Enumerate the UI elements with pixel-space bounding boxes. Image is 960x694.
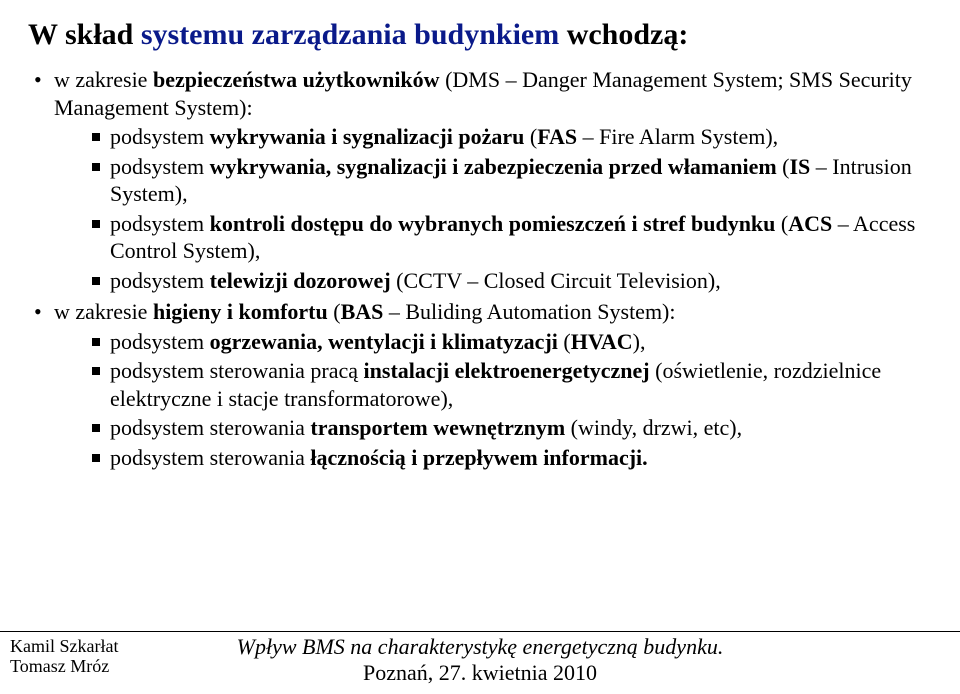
t: podsystem xyxy=(110,154,210,179)
t: instalacji elektroenergetycznej xyxy=(364,358,650,383)
section-safety-text-a: w zakresie xyxy=(54,67,153,92)
t: kontroli dostępu do wybranych pomieszcze… xyxy=(210,211,781,236)
t: telewizji dozorowej xyxy=(210,268,391,293)
title-suffix: wchodzą: xyxy=(559,18,688,51)
t: podsystem xyxy=(110,329,210,354)
t: (windy, drzwi, etc), xyxy=(565,415,742,440)
comfort-sublist: podsystem ogrzewania, wentylacji i klima… xyxy=(54,328,932,472)
item-hvac: podsystem ogrzewania, wentylacji i klima… xyxy=(54,328,932,356)
t: – Fire Alarm System), xyxy=(577,124,778,149)
footer-date: Poznań, 27. kwietnia 2010 xyxy=(0,660,960,686)
main-list: w zakresie bezpieczeństwa użytkowników (… xyxy=(28,66,932,471)
item-electro: podsystem sterowania pracą instalacji el… xyxy=(54,357,932,412)
t: ogrzewania, wentylacji i klimatyzacji xyxy=(210,329,558,354)
t: łącznością i przepływem informacji. xyxy=(310,445,647,470)
t: wykrywania, sygnalizacji i zabezpieczeni… xyxy=(210,154,783,179)
t: podsystem xyxy=(110,268,210,293)
t: podsystem sterowania xyxy=(110,415,310,440)
t: ( xyxy=(328,299,341,324)
slide-title: W skład systemu zarządzania budynkiem wc… xyxy=(28,18,932,52)
t: HVAC xyxy=(571,329,633,354)
t: ), xyxy=(633,329,646,354)
slide-page: W skład systemu zarządzania budynkiem wc… xyxy=(0,0,960,694)
title-highlight: systemu zarządzania budynkiem xyxy=(141,18,559,51)
t: ACS xyxy=(788,211,832,236)
t: FAS xyxy=(537,124,577,149)
t: higieny i komfortu xyxy=(153,299,328,324)
t: w zakresie xyxy=(54,299,153,324)
t: ( xyxy=(558,329,571,354)
t: podsystem sterowania pracą xyxy=(110,358,364,383)
t: wykrywania i sygnalizacji pożaru xyxy=(210,124,525,149)
author-line-1: Kamil Szkarłat xyxy=(10,636,118,657)
section-comfort: w zakresie higieny i komfortu (BAS – Bul… xyxy=(28,298,932,471)
item-fas: podsystem wykrywania i sygnalizacji poża… xyxy=(54,123,932,151)
footer-authors: Kamil Szkarłat Tomasz Mróz xyxy=(10,636,118,677)
section-safety-text-b: bezpieczeństwa użytkowników xyxy=(153,67,440,92)
safety-sublist: podsystem wykrywania i sygnalizacji poża… xyxy=(54,123,932,294)
footer-title: Wpływ BMS na charakterystykę energetyczn… xyxy=(0,634,960,660)
t: ( xyxy=(524,124,537,149)
item-cctv: podsystem telewizji dozorowej (CCTV – Cl… xyxy=(54,267,932,295)
t: – Buliding Automation System): xyxy=(383,299,675,324)
t: podsystem xyxy=(110,211,210,236)
title-prefix: W skład xyxy=(28,18,141,51)
section-safety: w zakresie bezpieczeństwa użytkowników (… xyxy=(28,66,932,294)
t: (CCTV – Closed Circuit Television), xyxy=(391,268,721,293)
t: BAS xyxy=(341,299,384,324)
slide-footer: Kamil Szkarłat Tomasz Mróz Wpływ BMS na … xyxy=(0,631,960,686)
item-comms: podsystem sterowania łącznością i przepł… xyxy=(54,444,932,472)
t: ( xyxy=(782,154,789,179)
item-is: podsystem wykrywania, sygnalizacji i zab… xyxy=(54,153,932,208)
t: podsystem sterowania xyxy=(110,445,310,470)
t: transportem wewnętrznym xyxy=(310,415,565,440)
author-line-2: Tomasz Mróz xyxy=(10,656,118,677)
item-acs: podsystem kontroli dostępu do wybranych … xyxy=(54,210,932,265)
t: IS xyxy=(790,154,811,179)
t: podsystem xyxy=(110,124,210,149)
item-transport: podsystem sterowania transportem wewnętr… xyxy=(54,414,932,442)
